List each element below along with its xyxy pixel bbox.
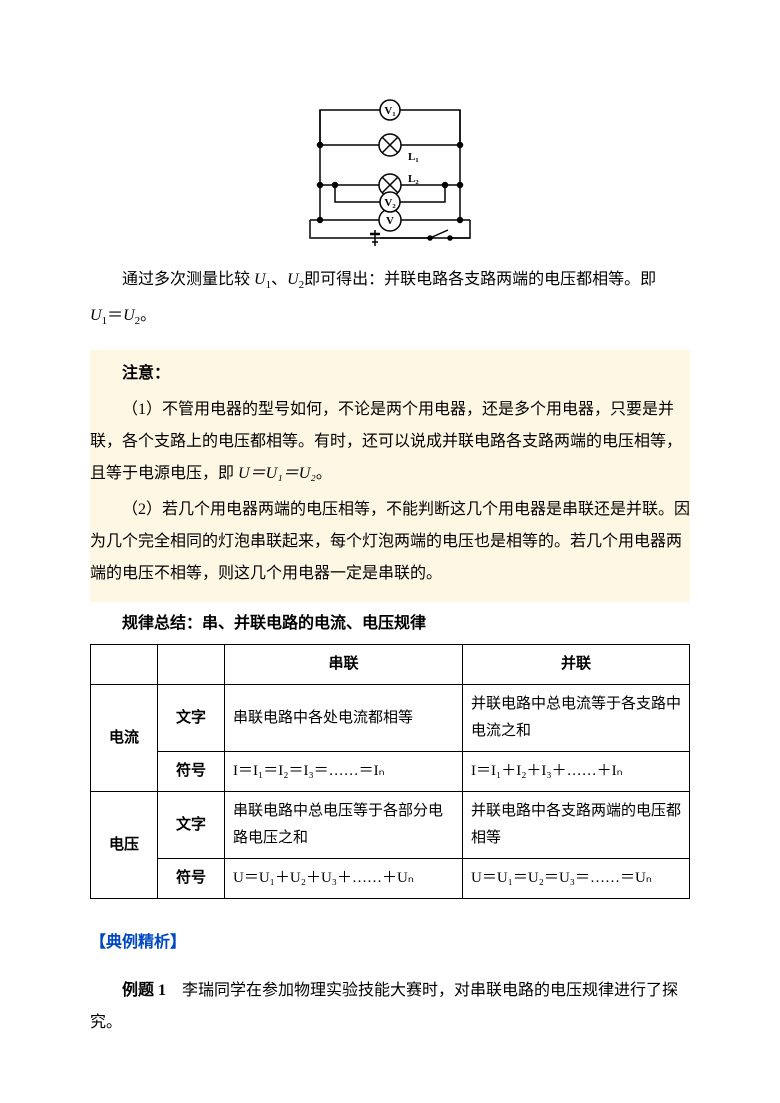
label-symbol-1: 符号 bbox=[158, 752, 225, 792]
cell-current-parallel-sym: I＝I₁＋I₂＋I₃＋……＋Iₙ bbox=[462, 752, 689, 792]
cell-voltage-parallel-text: 并联电路中各支路两端的电压都相等 bbox=[462, 792, 689, 859]
label-symbol-2: 符号 bbox=[158, 859, 225, 899]
cell-voltage-series-text: 串联电路中总电压等于各部分电路电压之和 bbox=[225, 792, 463, 859]
cell-voltage-parallel-sym: U＝U₁＝U₂＝U₃＝……＝Uₙ bbox=[462, 859, 689, 899]
label-text-1: 文字 bbox=[158, 685, 225, 752]
th-series: 串联 bbox=[225, 645, 463, 685]
rules-table: 串联 并联 电流 文字 串联电路中各处电流都相等 并联电路中总电流等于各支路中电… bbox=[90, 644, 690, 899]
table-row: 符号 I＝I₁＝I₂＝I₃＝……＝Iₙ I＝I₁＋I₂＋I₃＋……＋Iₙ bbox=[91, 752, 690, 792]
note-2: （2）若几个用电器两端的电压相等，不能判断这几个用电器是串联还是并联。因为几个完… bbox=[90, 494, 690, 590]
group-voltage: 电压 bbox=[91, 792, 158, 899]
example-label: 例题 1 bbox=[122, 982, 166, 999]
th-blank1 bbox=[91, 645, 158, 685]
table-header-row: 串联 并联 bbox=[91, 645, 690, 685]
paragraph-conclusion: 通过多次测量比较 U1、U2即可得出：并联电路各支路两端的电压都相等。即 bbox=[90, 264, 690, 296]
label-text-2: 文字 bbox=[158, 792, 225, 859]
cell-current-series-sym: I＝I₁＝I₂＝I₃＝……＝Iₙ bbox=[225, 752, 463, 792]
table-row: 电流 文字 串联电路中各处电流都相等 并联电路中总电流等于各支路中电流之和 bbox=[91, 685, 690, 752]
example-1: 例题 1 李瑞同学在参加物理实验技能大赛时，对串联电路的电压规律进行了探究。 bbox=[90, 975, 690, 1039]
label-v1: V₁ bbox=[384, 105, 395, 117]
label-l2: L₂ bbox=[408, 173, 419, 185]
note-1: （1）不管用电器的型号如何，不论是两个用电器，还是多个用电器，只要是并联，各个支… bbox=[90, 394, 690, 490]
label-l1: L₁ bbox=[408, 151, 419, 163]
section-examples: 【典例精析】 bbox=[90, 927, 690, 959]
table-row: 符号 U＝U₁＋U₂＋U₃＋……＋Uₙ U＝U₁＝U₂＝U₃＝……＝Uₙ bbox=[91, 859, 690, 899]
label-v: V bbox=[386, 215, 394, 227]
label-v2: V₂ bbox=[384, 197, 396, 209]
note-title: 注意： bbox=[90, 358, 690, 390]
th-parallel: 并联 bbox=[462, 645, 689, 685]
paragraph-equation: U1＝U2。 bbox=[90, 300, 690, 332]
th-blank2 bbox=[158, 645, 225, 685]
cell-voltage-series-sym: U＝U₁＋U₂＋U₃＋……＋Uₙ bbox=[225, 859, 463, 899]
cell-current-parallel-text: 并联电路中总电流等于各支路中电流之和 bbox=[462, 685, 689, 752]
circuit-diagram: V₁ L₁ L₂ V₂ V bbox=[280, 90, 500, 250]
summary-title: 规律总结：串、并联电路的电流、电压规律 bbox=[90, 608, 690, 640]
note-block: 注意： （1）不管用电器的型号如何，不论是两个用电器，还是多个用电器，只要是并联… bbox=[90, 350, 690, 602]
group-current: 电流 bbox=[91, 685, 158, 792]
page: V₁ L₁ L₂ V₂ V 通过多次测量比较 U1、U2即可得出：并联电路各支路… bbox=[0, 0, 780, 1103]
table-row: 电压 文字 串联电路中总电压等于各部分电路电压之和 并联电路中各支路两端的电压都… bbox=[91, 792, 690, 859]
example-text: 李瑞同学在参加物理实验技能大赛时，对串联电路的电压规律进行了探究。 bbox=[90, 982, 678, 1031]
cell-current-series-text: 串联电路中各处电流都相等 bbox=[225, 685, 463, 752]
